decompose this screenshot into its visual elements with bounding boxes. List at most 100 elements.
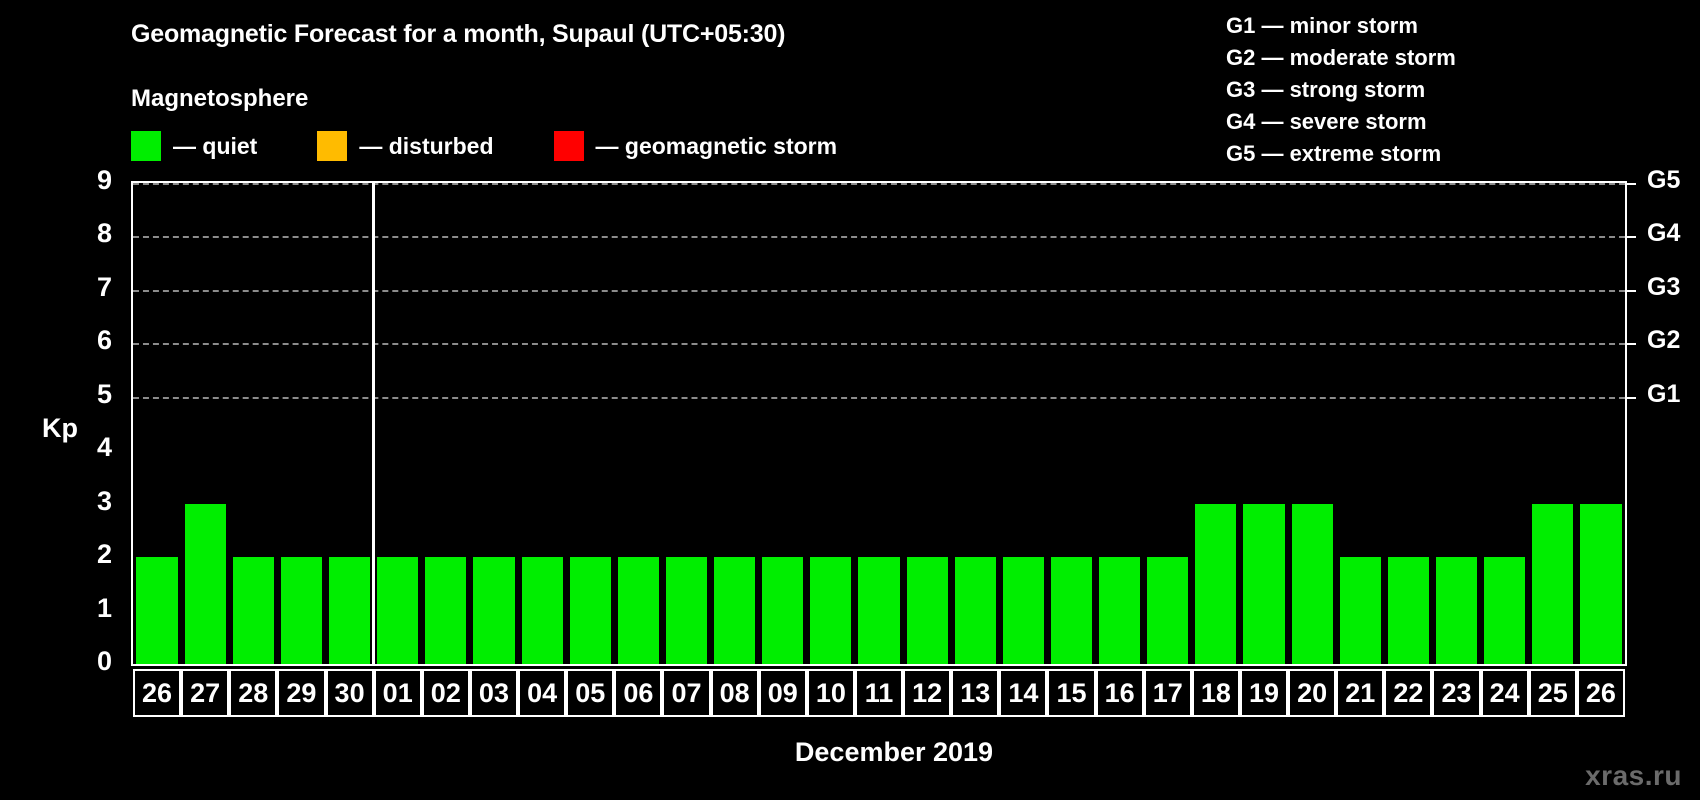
x-axis-title: December 2019 (794, 737, 994, 767)
date-label-2[interactable]: 28 (229, 669, 278, 717)
legend-label-quiet: — quiet (173, 132, 258, 159)
date-label-27[interactable]: 23 (1432, 669, 1481, 717)
bar-19[interactable] (1243, 503, 1285, 664)
bar-22[interactable] (1387, 557, 1429, 664)
date-label-30[interactable]: 26 (1576, 669, 1625, 717)
legend-item-disturbed: — disturbed (317, 131, 494, 161)
date-label-0[interactable]: 26 (133, 669, 182, 717)
y-axis-title: Kp (42, 413, 78, 443)
g-tick-label-g1: G1 (1647, 379, 1681, 408)
g-tick-mark-g4 (1627, 236, 1636, 239)
bar-16[interactable] (1099, 557, 1141, 664)
gridline-kp-8 (133, 236, 1625, 239)
bar-09[interactable] (762, 557, 804, 664)
y-tick-label-0: 0 (96, 646, 112, 676)
bar-26[interactable] (136, 557, 178, 664)
date-label-3[interactable]: 29 (277, 669, 326, 717)
bar-13[interactable] (954, 557, 996, 664)
date-label-19[interactable]: 15 (1047, 669, 1096, 717)
date-label-10[interactable]: 06 (614, 669, 663, 717)
bar-15[interactable] (1050, 557, 1093, 664)
y-tick-label-7: 7 (96, 271, 112, 302)
bar-14[interactable] (1002, 557, 1044, 664)
legend-item-storm: — geomagnetic storm (553, 131, 838, 161)
bar-08[interactable] (714, 557, 756, 664)
bar-20[interactable] (1291, 503, 1333, 664)
date-label-5[interactable]: 01 (373, 669, 422, 717)
date-label-24[interactable]: 20 (1288, 669, 1337, 717)
legend-item-quiet: — quiet (131, 131, 257, 161)
bar-07[interactable] (665, 557, 708, 664)
bar-28[interactable] (232, 557, 274, 664)
y-tick-label-2: 2 (96, 539, 112, 570)
bar-10[interactable] (810, 557, 852, 664)
gscale-line-g2: G2 — moderate storm (1226, 45, 1456, 70)
y-tick-label-3: 3 (96, 485, 112, 516)
bar-23[interactable] (1435, 557, 1478, 664)
legend: — quiet — disturbed — geomagnetic storm (131, 131, 837, 161)
bar-12[interactable] (906, 557, 948, 664)
bar-17[interactable] (1147, 557, 1189, 664)
bar-04[interactable] (521, 557, 563, 664)
date-label-25[interactable]: 21 (1336, 669, 1385, 717)
bar-21[interactable] (1339, 557, 1381, 664)
bar-30[interactable] (329, 557, 371, 664)
gscale-line-g1: G1 — minor storm (1226, 13, 1418, 38)
bar-06[interactable] (617, 557, 659, 664)
date-label-28[interactable]: 24 (1480, 669, 1529, 717)
gscale-legend: G1 — minor storm G2 — moderate storm G3 … (1226, 10, 1456, 170)
date-label-6[interactable]: 02 (421, 669, 470, 717)
bar-27[interactable] (184, 503, 226, 664)
date-label-8[interactable]: 04 (518, 669, 567, 717)
bar-29[interactable] (280, 557, 323, 664)
bar-18[interactable] (1195, 503, 1237, 664)
date-label-14[interactable]: 10 (806, 669, 855, 717)
month-divider (372, 183, 376, 664)
bar-02[interactable] (425, 557, 467, 664)
g-tick-mark-g3 (1627, 289, 1636, 292)
date-label-20[interactable]: 16 (1095, 669, 1144, 717)
gridline-kp-7 (133, 289, 1625, 292)
watermark: xras.ru (1585, 760, 1682, 791)
date-label-22[interactable]: 18 (1191, 669, 1240, 717)
date-label-11[interactable]: 07 (662, 669, 711, 717)
date-label-13[interactable]: 09 (758, 669, 807, 717)
page-title: Geomagnetic Forecast for a month, Supaul… (131, 20, 786, 48)
date-label-17[interactable]: 13 (951, 669, 1000, 717)
y-tick-label-5: 5 (96, 378, 112, 409)
date-label-29[interactable]: 25 (1528, 669, 1577, 717)
bar-01[interactable] (377, 557, 419, 664)
date-label-12[interactable]: 08 (710, 669, 759, 717)
chart-plot-area (131, 181, 1627, 666)
legend-label-storm: — geomagnetic storm (595, 132, 838, 159)
g-tick-label-g5: G5 (1647, 166, 1681, 194)
date-label-18[interactable]: 14 (999, 669, 1048, 717)
bar-25[interactable] (1532, 503, 1574, 664)
date-label-9[interactable]: 05 (566, 669, 615, 717)
date-label-1[interactable]: 27 (181, 669, 230, 717)
bar-11[interactable] (858, 557, 900, 664)
y-tick-label-1: 1 (96, 592, 112, 623)
gscale-line-g3: G3 — strong storm (1226, 77, 1426, 102)
date-label-7[interactable]: 03 (469, 669, 519, 717)
date-label-16[interactable]: 12 (903, 669, 952, 717)
bar-24[interactable] (1484, 557, 1526, 664)
date-label-26[interactable]: 22 (1384, 669, 1433, 717)
date-label-21[interactable]: 17 (1143, 669, 1192, 717)
g-tick-label-g4: G4 (1647, 219, 1681, 248)
gridline-kp-6 (133, 343, 1625, 346)
bar-03[interactable] (473, 557, 515, 664)
bar-26[interactable] (1580, 503, 1622, 664)
date-label-15[interactable]: 11 (854, 669, 904, 717)
gridline-kp-9 (133, 183, 1625, 185)
date-label-4[interactable]: 30 (325, 669, 374, 717)
green-swatch-icon (131, 131, 161, 161)
date-label-23[interactable]: 19 (1239, 669, 1289, 717)
g-tick-mark-g1 (1627, 396, 1636, 399)
g-tick-mark-g5 (1627, 183, 1636, 185)
g-tick-label-g2: G2 (1647, 326, 1681, 355)
y-tick-label-8: 8 (96, 218, 112, 249)
bar-05[interactable] (569, 557, 611, 664)
y-tick-label-6: 6 (96, 325, 112, 356)
g-tick-mark-g2 (1627, 343, 1636, 346)
